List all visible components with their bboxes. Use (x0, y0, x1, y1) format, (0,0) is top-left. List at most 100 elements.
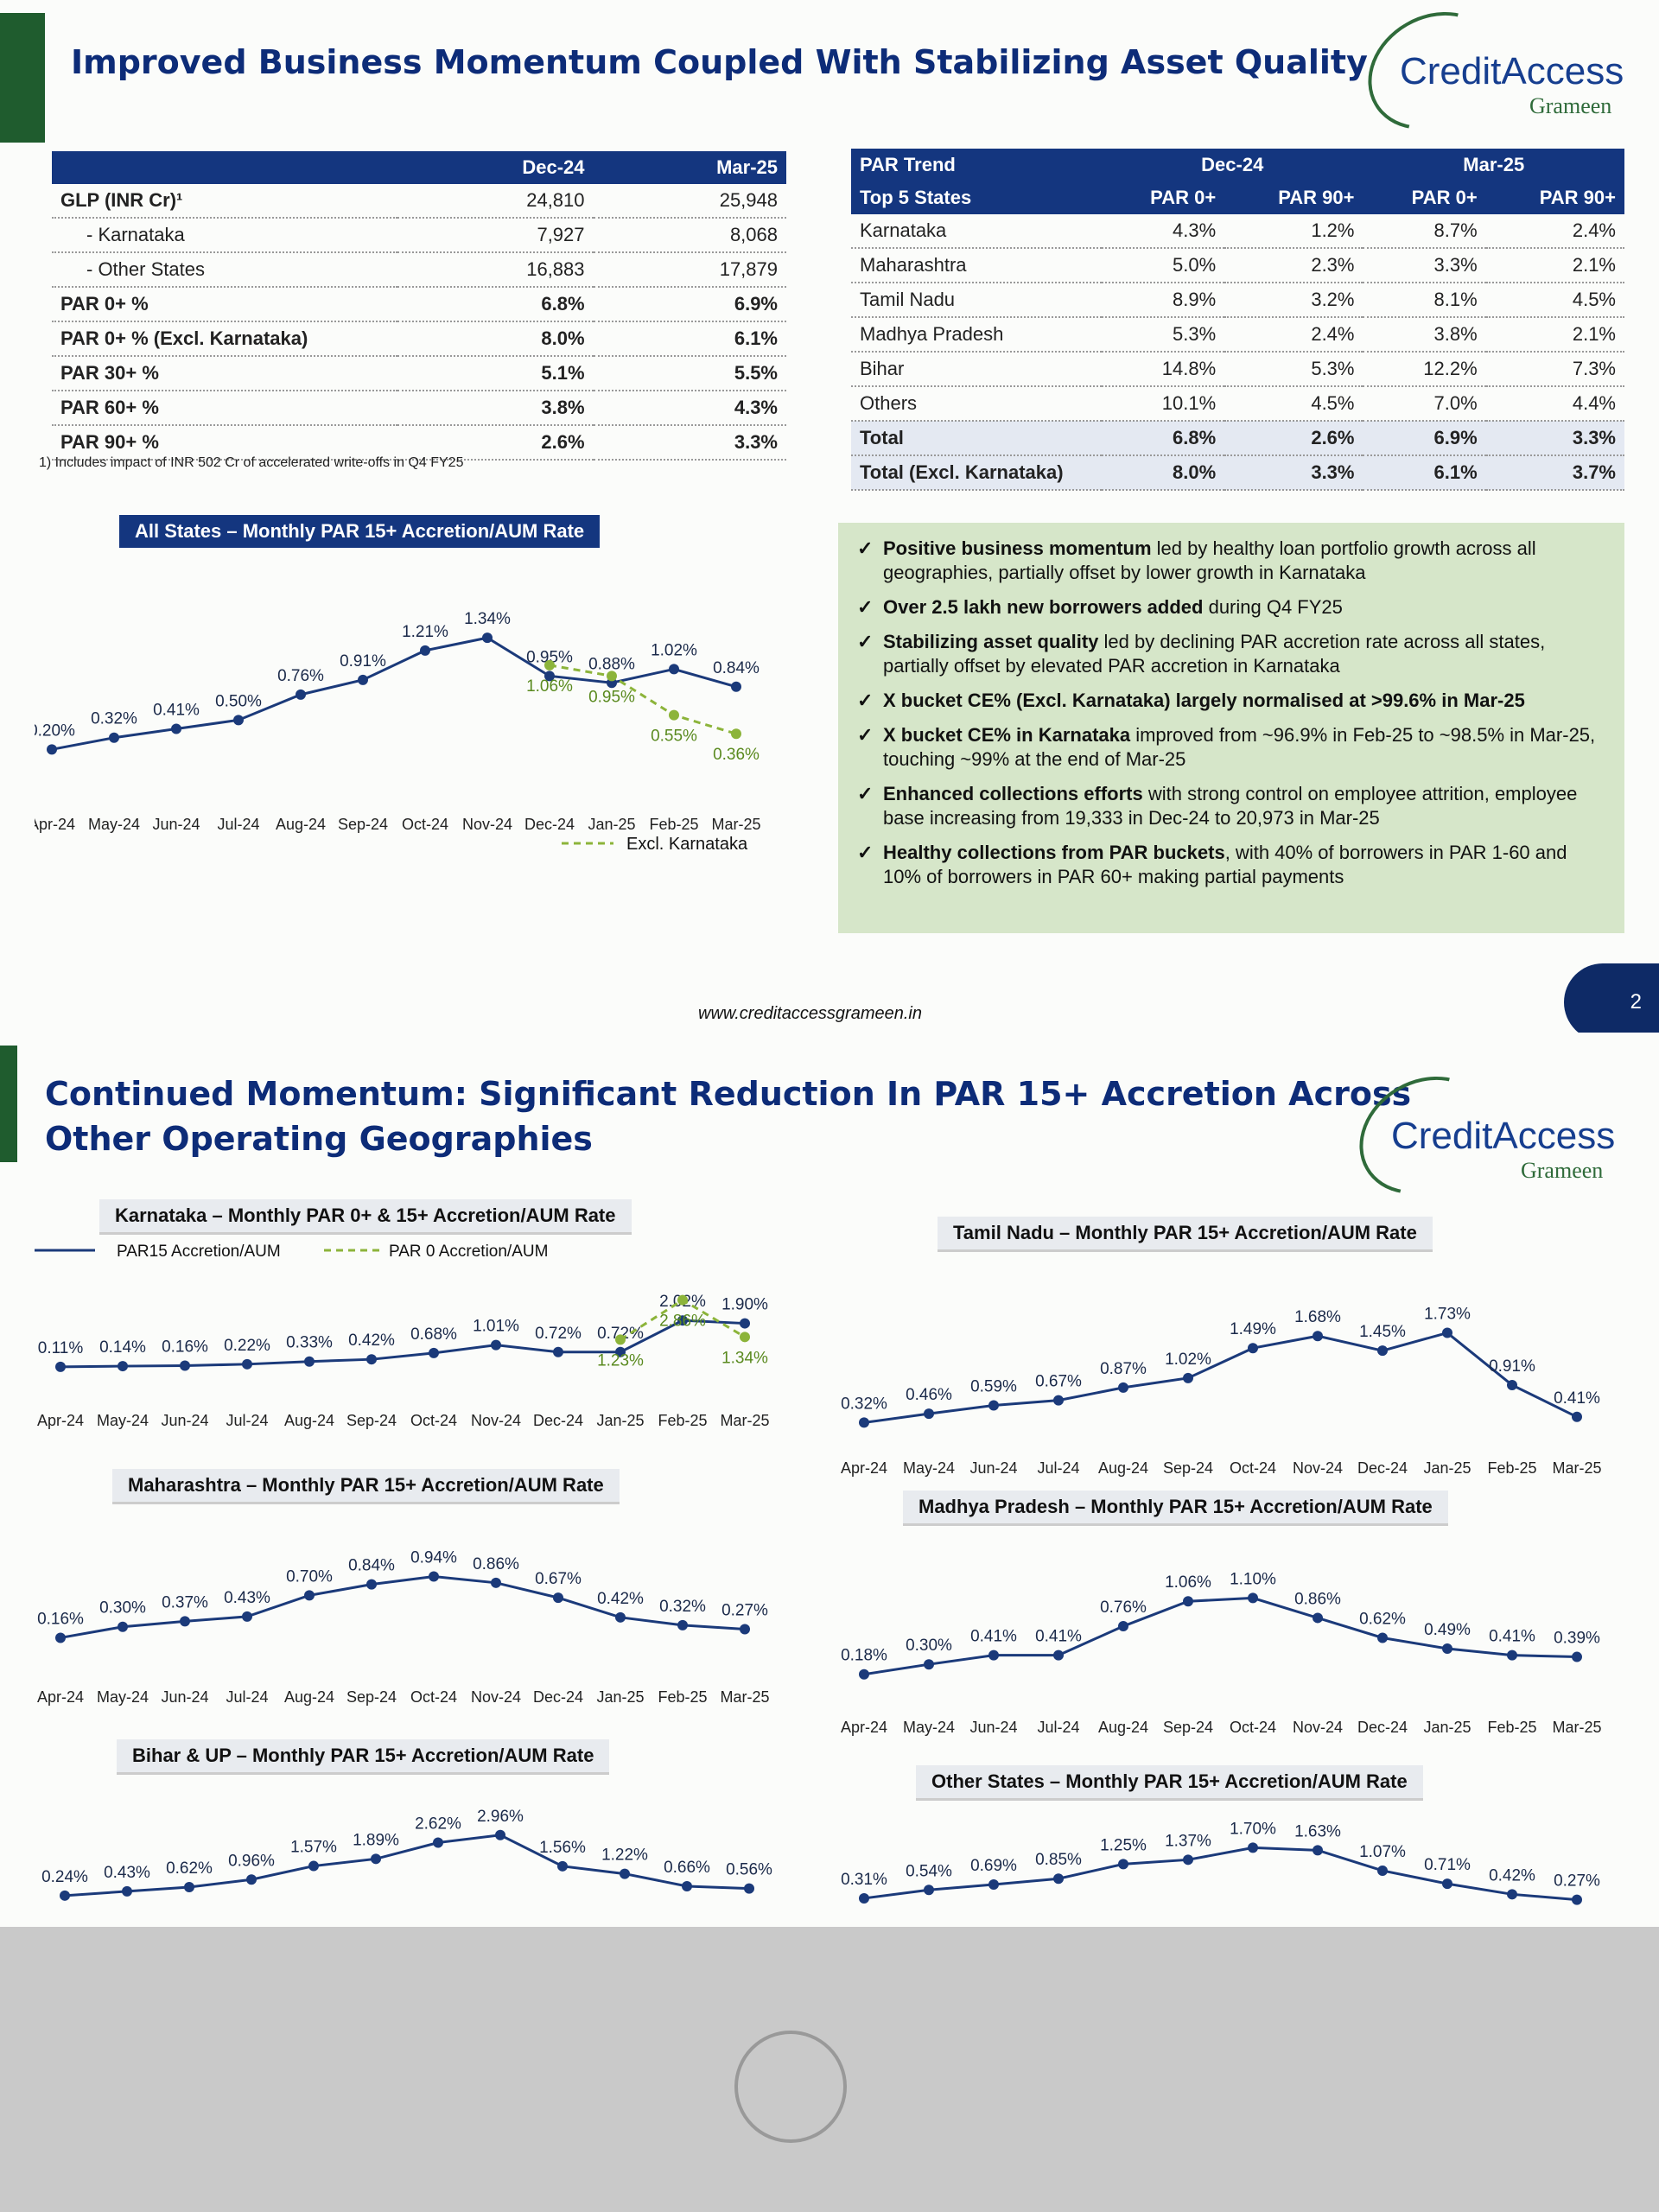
data-point (924, 1885, 934, 1896)
par-value: 5.3% (1224, 352, 1363, 387)
data-label: 0.39% (1554, 1630, 1600, 1648)
x-tick-label: Mar-25 (1552, 1719, 1601, 1736)
data-point (118, 1361, 128, 1372)
par-value: 4.4% (1485, 386, 1624, 422)
series-line (863, 1331, 1578, 1424)
table-row: Tamil Nadu 8.9% 3.2% 8.1% 4.5% (851, 283, 1624, 318)
table2-subheader-state: Top 5 States (851, 181, 1102, 214)
chart-title-maharashtra: Maharashtra – Monthly PAR 15+ Accretion/… (112, 1469, 620, 1504)
chart-title-madhya-pradesh: Madhya Pradesh – Monthly PAR 15+ Accreti… (903, 1491, 1448, 1526)
data-label: 1.34% (721, 1349, 768, 1367)
data-point (1442, 1327, 1452, 1338)
data-label: 0.55% (651, 728, 697, 746)
data-label: 0.18% (841, 1647, 887, 1665)
highlight-text: led by declining PAR accretion rate acro… (883, 631, 1546, 677)
data-point (1507, 1889, 1517, 1900)
data-point (429, 1347, 439, 1358)
logo-name: CreditAccess (1400, 50, 1624, 92)
data-label: 1.56% (539, 1839, 586, 1857)
data-point (1248, 1343, 1258, 1354)
par-value: 8.9% (1102, 283, 1225, 318)
table-row: Karnataka 4.3% 1.2% 8.7% 2.4% (851, 214, 1624, 249)
website-url: www.creditaccessgrameen.in (698, 1004, 922, 1023)
data-point (859, 1669, 869, 1680)
x-tick-label: Jul-24 (1037, 1719, 1079, 1736)
table-row: - Other States 16,883 17,879 (52, 252, 786, 288)
data-label: 0.32% (659, 1598, 706, 1616)
data-label: 0.33% (286, 1334, 333, 1352)
data-point (242, 1611, 252, 1622)
par-value: 4.3% (1102, 214, 1225, 249)
maharashtra-chart: 0.16% 0.30% 0.37% 0.43% 0.70% 0.84% 0.94% 0.86%… (37, 1549, 770, 1706)
x-tick-label: Aug-24 (284, 1412, 334, 1429)
data-label: 0.30% (906, 1637, 952, 1655)
par-value: 8.1% (1363, 283, 1486, 318)
company-logo: CreditAccess Grameen (1346, 0, 1642, 153)
par-value: 14.8% (1102, 352, 1225, 387)
x-tick-label: Feb-25 (658, 1412, 707, 1429)
data-point (1377, 1865, 1388, 1876)
table-row: PAR 0+ % (Excl. Karnataka) 8.0% 6.1% (52, 321, 786, 357)
data-point (242, 1358, 252, 1370)
x-tick-label: Aug-24 (276, 816, 326, 833)
data-point (988, 1649, 999, 1661)
highlight-text: with strong control on employee attritio… (883, 783, 1578, 829)
data-label: 0.84% (348, 1557, 395, 1575)
data-point (544, 659, 555, 671)
x-tick-label: Sep-24 (1163, 1459, 1213, 1477)
data-label: 0.59% (970, 1378, 1017, 1396)
series-line (64, 1834, 750, 1897)
data-point (180, 1360, 190, 1371)
data-point (1183, 1596, 1193, 1607)
par-value: 8.7% (1363, 214, 1486, 249)
karnataka-chart: 0.11% 0.14% 0.16% 0.22% 0.33% 0.42% 0.68% 1.01%… (35, 1243, 770, 1429)
logo-sub: Grameen (1521, 1158, 1604, 1183)
data-label: 0.24% (41, 1868, 88, 1886)
x-tick-label: Jun-24 (152, 816, 200, 833)
data-point (1377, 1632, 1388, 1643)
data-point (429, 1571, 439, 1582)
data-point (371, 1853, 381, 1865)
x-tick-label: Jun-24 (969, 1719, 1017, 1736)
data-label: 0.43% (224, 1589, 270, 1607)
data-point (677, 1294, 688, 1306)
data-label: 0.50% (215, 692, 262, 710)
x-tick-label: Jul-24 (217, 816, 259, 833)
highlight-text: led by healthy loan portfolio growth acr… (883, 537, 1536, 583)
value-dec24: 24,810 (397, 184, 594, 219)
data-point (859, 1417, 869, 1428)
data-label: 0.94% (410, 1549, 457, 1567)
par-value: 2.6% (1224, 421, 1363, 456)
data-point (615, 1346, 626, 1357)
value-dec24: 6.8% (397, 287, 594, 322)
data-point (557, 1860, 568, 1872)
table-row: GLP (INR Cr)¹ 24,810 25,948 (52, 184, 786, 219)
par-value: 10.1% (1102, 386, 1225, 422)
data-point (924, 1408, 934, 1420)
state-name: Karnataka (851, 214, 1102, 249)
highlight-text: improved from ~96.9% in Feb-25 to ~98.5%… (883, 724, 1596, 770)
highlight-bold: Healthy collections from PAR buckets (883, 842, 1225, 863)
x-tick-label: Sep-24 (1163, 1719, 1213, 1736)
par-value: 4.5% (1485, 283, 1624, 318)
data-label: 1.68% (1294, 1308, 1341, 1326)
data-point (122, 1885, 132, 1897)
x-tick-label: Mar-25 (720, 1688, 769, 1706)
table-row: Bihar 14.8% 5.3% 12.2% 7.3% (851, 352, 1624, 387)
data-label: 0.68% (410, 1325, 457, 1344)
table-row: Total 6.8% 2.6% 6.9% 3.3% (851, 421, 1624, 456)
par-value: 2.3% (1224, 248, 1363, 283)
data-point (246, 1874, 257, 1885)
data-point (1377, 1345, 1388, 1357)
par-value: 3.3% (1485, 421, 1624, 456)
par-value: 3.7% (1485, 455, 1624, 491)
data-label: 0.11% (38, 1339, 84, 1357)
data-label: 0.91% (340, 652, 386, 671)
value-dec24: 16,883 (397, 252, 594, 288)
table-row: - Karnataka 7,927 8,068 (52, 218, 786, 253)
data-label: 0.62% (166, 1859, 213, 1878)
home-button[interactable] (734, 2031, 847, 2143)
data-point (184, 1882, 194, 1893)
logo-name: CreditAccess (1391, 1115, 1616, 1157)
series-line (60, 1319, 746, 1369)
